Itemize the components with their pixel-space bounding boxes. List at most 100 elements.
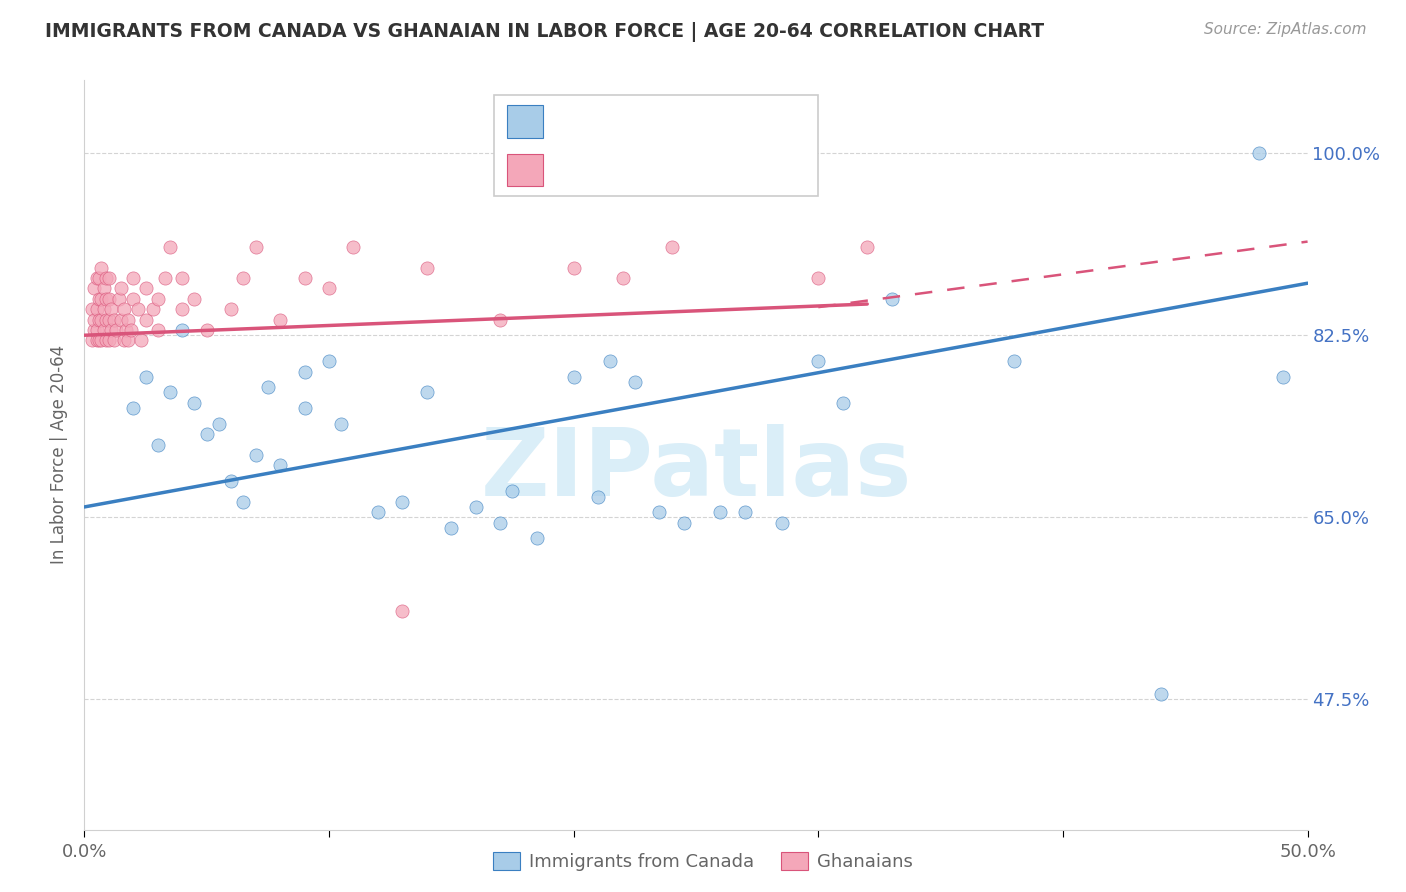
Point	[294, 271, 316, 285]
Point	[672, 516, 695, 530]
Point	[86, 334, 108, 348]
Point	[83, 323, 105, 337]
Point	[80, 302, 103, 317]
Point	[93, 281, 115, 295]
Point	[562, 370, 585, 384]
Point	[856, 240, 879, 254]
Point	[294, 365, 316, 379]
Point	[135, 370, 157, 384]
Point	[1150, 687, 1173, 701]
Legend: Immigrants from Canada, Ghanaians: Immigrants from Canada, Ghanaians	[485, 845, 921, 879]
Point	[219, 302, 242, 317]
Point	[318, 281, 340, 295]
Point	[562, 260, 585, 275]
Point	[105, 323, 128, 337]
Point	[709, 178, 731, 192]
Point	[1272, 370, 1295, 384]
Point	[97, 271, 120, 285]
Point	[624, 375, 647, 389]
Point	[195, 323, 218, 337]
Point	[117, 334, 139, 348]
Text: Source: ZipAtlas.com: Source: ZipAtlas.com	[1204, 22, 1367, 37]
Point	[489, 516, 512, 530]
Point	[97, 292, 120, 306]
Point	[294, 401, 316, 416]
Point	[709, 505, 731, 519]
Point	[83, 281, 105, 295]
Point	[90, 260, 112, 275]
Point	[93, 323, 115, 337]
Point	[110, 281, 132, 295]
Point	[87, 334, 110, 348]
Point	[612, 271, 634, 285]
Point	[86, 323, 108, 337]
Point	[103, 312, 125, 326]
Point	[100, 323, 122, 337]
Point	[391, 604, 413, 618]
Point	[159, 240, 181, 254]
Point	[80, 334, 103, 348]
Point	[112, 302, 135, 317]
Point	[146, 437, 169, 451]
Point	[96, 334, 118, 348]
Point	[183, 396, 205, 410]
Point	[87, 312, 110, 326]
Point	[208, 417, 231, 431]
Point	[391, 494, 413, 508]
Point	[416, 385, 439, 400]
Point	[115, 323, 138, 337]
Point	[96, 271, 118, 285]
Point	[880, 292, 903, 306]
Point	[257, 380, 280, 394]
Point	[90, 312, 112, 326]
Point	[831, 396, 853, 410]
Point	[219, 474, 242, 488]
Point	[93, 302, 115, 317]
Point	[1002, 354, 1025, 368]
Point	[83, 312, 105, 326]
Point	[172, 271, 194, 285]
Point	[122, 271, 145, 285]
Point	[112, 334, 135, 348]
Point	[770, 516, 793, 530]
Point	[122, 292, 145, 306]
Point	[416, 260, 439, 275]
Point	[648, 505, 671, 519]
Point	[172, 323, 194, 337]
Point	[489, 312, 512, 326]
Point	[97, 334, 120, 348]
Point	[86, 302, 108, 317]
Point	[153, 271, 176, 285]
Point	[330, 417, 353, 431]
Point	[97, 312, 120, 326]
Point	[661, 240, 683, 254]
Point	[146, 292, 169, 306]
Point	[90, 334, 112, 348]
Point	[110, 312, 132, 326]
Text: IMMIGRANTS FROM CANADA VS GHANAIAN IN LABOR FORCE | AGE 20-64 CORRELATION CHART: IMMIGRANTS FROM CANADA VS GHANAIAN IN LA…	[45, 22, 1045, 42]
Text: ZIPatlas: ZIPatlas	[481, 424, 911, 516]
Y-axis label: In Labor Force | Age 20-64: In Labor Force | Age 20-64	[51, 345, 69, 565]
Point	[159, 385, 181, 400]
Point	[117, 312, 139, 326]
Point	[142, 302, 165, 317]
Point	[734, 505, 756, 519]
Point	[96, 312, 118, 326]
Point	[127, 302, 149, 317]
Point	[245, 240, 267, 254]
Point	[367, 505, 389, 519]
Point	[269, 458, 291, 473]
Point	[526, 531, 548, 545]
Point	[807, 271, 830, 285]
Point	[172, 302, 194, 317]
Point	[807, 354, 830, 368]
Point	[120, 323, 142, 337]
Point	[103, 334, 125, 348]
Point	[100, 302, 122, 317]
Point	[107, 292, 129, 306]
Point	[87, 271, 110, 285]
Point	[135, 281, 157, 295]
Point	[232, 494, 254, 508]
Point	[318, 354, 340, 368]
Point	[96, 292, 118, 306]
